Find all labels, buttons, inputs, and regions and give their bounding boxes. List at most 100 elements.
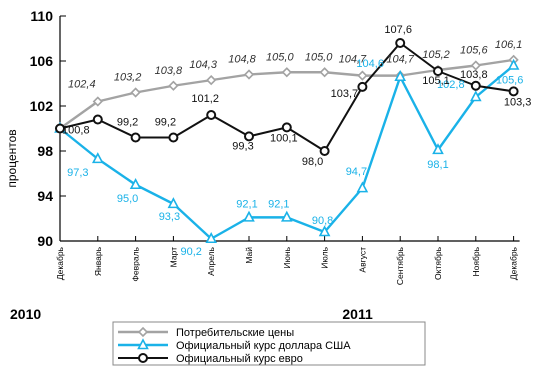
- data-label: 99,2: [117, 117, 138, 129]
- data-label: 103,3: [504, 96, 532, 108]
- data-point-triangle: [318, 225, 331, 237]
- legend-entry: Официальный курс евро: [176, 353, 303, 365]
- data-label: 98,1: [427, 159, 448, 171]
- data-label: 106,1: [495, 39, 523, 51]
- data-point-triangle: [432, 143, 444, 155]
- data-point-circle: [281, 122, 292, 133]
- data-label: 102,8: [437, 79, 465, 91]
- data-label: 104,7: [386, 54, 414, 66]
- data-point-circle: [55, 123, 65, 134]
- y-axis-label: процентов: [5, 129, 19, 187]
- data-point-diamond: [281, 67, 292, 78]
- data-label: 102,4: [68, 79, 96, 91]
- data-point-triangle: [356, 181, 369, 193]
- x-tick-label: Июнь: [282, 246, 292, 268]
- legend-entry: Официальный курс доллара США: [176, 340, 351, 352]
- data-point-circle: [206, 110, 217, 120]
- data-point-triangle: [280, 210, 293, 222]
- data-label: 104,7: [339, 54, 367, 66]
- data-point-diamond: [243, 69, 255, 80]
- x-tick-label: Август: [357, 247, 367, 273]
- legend-entry: Потребительские цены: [176, 327, 294, 339]
- data-label: 103,8: [155, 65, 183, 77]
- data-label: 103,2: [114, 72, 142, 84]
- data-point-circle: [433, 66, 443, 77]
- data-point-diamond: [137, 326, 149, 338]
- series-markers: [54, 38, 520, 244]
- data-label: 101,2: [191, 93, 219, 105]
- data-label: 104,8: [228, 54, 256, 66]
- data-point-circle: [357, 81, 368, 92]
- year-label: 2011: [342, 306, 373, 322]
- data-point-circle: [92, 114, 103, 125]
- data-point-diamond: [470, 60, 481, 71]
- y-tick-label: 98: [37, 143, 53, 159]
- data-label: 90,2: [180, 246, 201, 258]
- x-tick-label: Июль: [320, 246, 330, 268]
- data-label: 92,1: [236, 198, 257, 210]
- data-label: 105,6: [496, 75, 524, 87]
- data-label: 105,1: [422, 75, 450, 87]
- data-label: 90,8: [312, 215, 333, 227]
- data-label: 104,3: [189, 59, 217, 71]
- data-label: 99,2: [155, 117, 176, 129]
- x-tick-label: Октябрь: [433, 246, 443, 280]
- y-tick-label: 102: [30, 98, 54, 114]
- data-label: 93,3: [159, 211, 180, 223]
- data-label: 97,3: [67, 167, 88, 179]
- x-tick-label: Декабрь: [55, 246, 65, 280]
- data-label: 94,7: [346, 166, 367, 178]
- data-point-triangle: [167, 197, 180, 209]
- data-point-diamond: [168, 80, 179, 91]
- data-point-triangle: [205, 232, 218, 244]
- data-point-triangle: [129, 178, 142, 190]
- data-point-triangle: [243, 210, 255, 222]
- data-label: 92,1: [268, 198, 289, 210]
- data-point-triangle: [91, 152, 104, 164]
- axes: 90 94 98 102 106 110 процентов Декабрь Январь Фев…: [5, 8, 520, 322]
- data-point-circle: [470, 80, 481, 91]
- x-tick-label: Февраль: [131, 246, 141, 281]
- x-tick-label: Декабрь: [509, 246, 519, 280]
- data-point-diamond: [92, 96, 103, 107]
- data-label: 105,6: [460, 45, 488, 57]
- x-tick-label: Март: [168, 247, 178, 267]
- data-label: 105,2: [422, 49, 450, 61]
- x-tick-label: Май: [244, 247, 254, 264]
- x-tick-label: Апрель: [206, 246, 216, 275]
- data-point-circle: [168, 132, 179, 143]
- data-label: 98,0: [302, 156, 323, 168]
- data-label: 105,0: [266, 51, 294, 63]
- data-point-triangle: [469, 90, 482, 102]
- data-label: 104,6: [356, 58, 384, 70]
- data-point-circle: [319, 146, 330, 156]
- data-labels: 102,4 103,2 103,8 104,3 104,8 105,0 105,0 104,7…: [62, 24, 531, 258]
- data-label: 100,1: [270, 132, 298, 144]
- year-label: 2010: [10, 306, 41, 322]
- data-label: 105,0: [305, 51, 333, 63]
- x-tick-label: Сентябрь: [395, 246, 405, 285]
- data-point-diamond: [130, 87, 141, 98]
- data-label: 103,8: [460, 69, 488, 81]
- data-point-triangle: [394, 70, 407, 82]
- data-label: 95,0: [117, 193, 138, 205]
- data-point-circle: [138, 353, 148, 363]
- data-point-circle: [130, 132, 141, 143]
- data-point-triangle: [137, 338, 149, 350]
- data-point-circle: [395, 38, 406, 48]
- data-label: 100,8: [62, 125, 90, 137]
- data-point-circle: [244, 131, 254, 142]
- y-tick-label: 110: [30, 8, 53, 24]
- y-tick-label: 90: [37, 233, 53, 249]
- y-tick-label: 106: [30, 53, 54, 69]
- x-tick-label: Январь: [93, 246, 103, 276]
- data-point-diamond: [319, 67, 330, 78]
- data-label: 99,3: [232, 140, 253, 152]
- x-tick-label: Ноябрь: [471, 246, 481, 276]
- data-point-diamond: [206, 74, 217, 86]
- data-point-triangle: [507, 58, 520, 70]
- y-tick-label: 94: [37, 188, 53, 204]
- data-label: 107,6: [384, 24, 412, 36]
